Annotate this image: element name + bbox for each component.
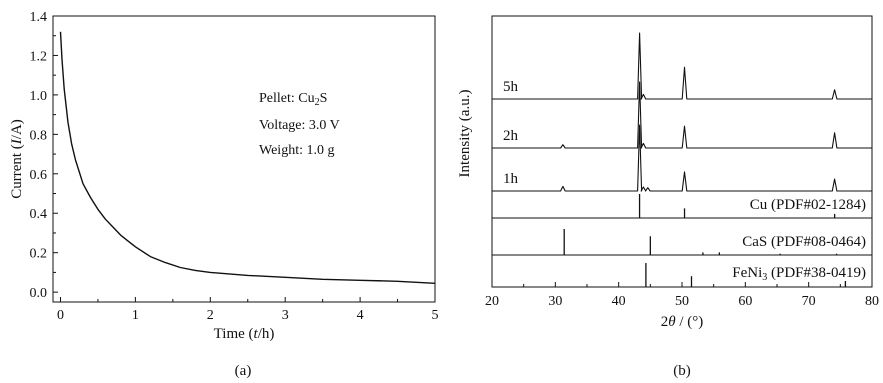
current-decay-curve <box>59 31 436 284</box>
y-tick-label-a: 0.8 <box>30 128 48 143</box>
pattern-label-5h: 5h <box>503 79 519 95</box>
y-tick-label-a: 0.4 <box>30 207 48 222</box>
x-tick-label-b: 20 <box>485 294 499 309</box>
xrd-pattern-2h <box>492 81 872 149</box>
x-tick-label-b: 60 <box>738 294 752 309</box>
x-tick-label-b: 30 <box>548 294 562 309</box>
y-axis-label-a: Current (I/A) <box>9 119 25 199</box>
x-tick-label-a: 0 <box>57 308 64 323</box>
y-tick-label-a: 0.6 <box>30 168 48 183</box>
subcaption-a: (a) <box>235 363 252 379</box>
x-tick-label-a: 4 <box>357 308 364 323</box>
y-axis-label-b: Intensity (a.u.) <box>457 90 473 178</box>
pattern-label-1h: 1h <box>503 171 519 187</box>
reference-label: Cu (PDF#02-1284) <box>750 197 866 213</box>
annotation-pellet: Pellet: Cu2S <box>259 91 327 108</box>
x-tick-label-b: 40 <box>612 294 626 309</box>
annotation-voltage: Voltage: 3.0 V <box>259 118 340 133</box>
y-tick-label-a: 1.0 <box>30 89 48 104</box>
panel-b: 20 30 40 50 60 70 80 2θ / (°) Intensity (a.u.) 5h… <box>457 15 879 330</box>
x-tick-label-a: 3 <box>282 308 289 323</box>
x-tick-label-a: 1 <box>132 308 139 323</box>
xrd-pattern-5h <box>492 32 872 100</box>
x-axis-label-a: Time (t/h) <box>214 326 275 342</box>
x-tick-label-a: 2 <box>207 308 214 323</box>
subcaption-b: (b) <box>673 363 691 379</box>
x-axis-label-b: 2θ / (°) <box>661 314 704 330</box>
y-tick-label-a: 1.2 <box>30 49 48 64</box>
y-tick-label-a: 0.0 <box>30 286 48 301</box>
reference-label: CaS (PDF#08-0464) <box>742 234 866 250</box>
pattern-label-2h: 2h <box>503 128 519 144</box>
x-tick-label-b: 80 <box>865 294 879 309</box>
x-tick-label-b: 70 <box>802 294 816 309</box>
x-tick-label-b: 50 <box>675 294 689 309</box>
y-tick-label-a: 1.4 <box>30 10 48 25</box>
annotation-weight: Weight: 1.0 g <box>259 143 334 158</box>
x-tick-label-a: 5 <box>432 308 439 323</box>
reference-label: FeNi3 (PDF#38-0419) <box>732 265 866 283</box>
y-tick-label-a: 0.2 <box>30 247 48 262</box>
plot-frame-a <box>52 15 436 303</box>
xrd-pattern-1h <box>492 124 872 192</box>
panel-a: 0 1 2 3 4 5 0.0 0.2 0.4 0.6 0.8 1.0 1.2 1.4 Time (t/h)… <box>9 10 439 342</box>
